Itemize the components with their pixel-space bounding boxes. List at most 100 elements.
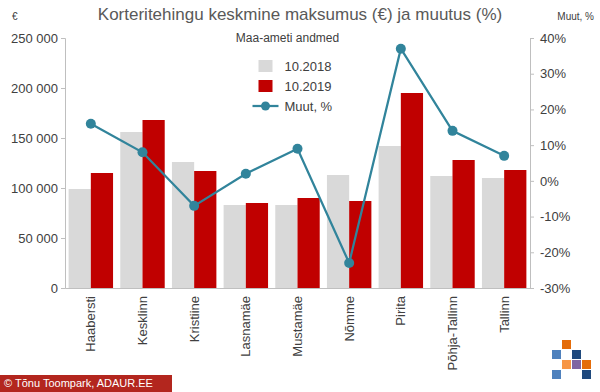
legend-swatch: [259, 60, 273, 72]
bar: [224, 205, 246, 288]
marks: [69, 44, 527, 288]
y2-tick: 0%: [530, 174, 559, 189]
y2-tick-mark: [530, 252, 534, 253]
marker: [138, 147, 148, 157]
y2-tick-label: 0%: [540, 174, 559, 189]
marker: [499, 151, 509, 161]
bar: [504, 170, 526, 288]
markers: [86, 44, 509, 268]
legend-item: Muut, %: [253, 99, 333, 114]
y-axis-line: [61, 39, 66, 289]
x-tick: Haabersti: [83, 288, 98, 352]
y2-tick: -30%: [530, 281, 571, 296]
marker: [189, 201, 199, 211]
y-tick-mark: [61, 88, 65, 89]
y2-axis: -30% -20% -10% 0% 10% 20% 30% 40%: [530, 31, 571, 296]
y-tick-label: 200 000: [11, 81, 58, 96]
y-tick-mark: [61, 38, 65, 39]
bar: [69, 189, 91, 288]
y2-tick-mark: [530, 288, 534, 289]
x-tick-label: Põhja-Tallinn: [445, 296, 460, 370]
x-tick-label: Kesklinn: [135, 296, 150, 345]
bar: [143, 120, 165, 288]
y-tick: 150 000: [11, 131, 65, 146]
source-background: [0, 375, 172, 392]
y-tick-label: 100 000: [11, 181, 58, 196]
x-tick-label: Mustamäe: [290, 296, 305, 357]
bar: [91, 173, 113, 288]
y2-tick-label: 20%: [540, 102, 566, 117]
logo-piece: [552, 350, 561, 359]
title: Korteritehingu keskmine maksumus (€) ja …: [98, 5, 502, 24]
logo: [552, 340, 591, 379]
y2-tick-mark: [530, 38, 534, 39]
x-tick: Põhja-Tallinn: [445, 288, 460, 370]
y-tick-label: 50 000: [18, 231, 58, 246]
y2-tick: -20%: [530, 245, 571, 260]
x-tick: Kristiine: [187, 288, 202, 342]
y-tick-label: 150 000: [11, 131, 58, 146]
legend-item: 10.2019: [259, 79, 332, 94]
bar: [172, 162, 194, 288]
x-tick: Tallinn: [497, 288, 512, 333]
y-tick-label: 250 000: [11, 31, 58, 46]
bar: [298, 198, 320, 288]
marker: [448, 126, 458, 136]
y2-tick: 30%: [530, 66, 566, 81]
y2-tick: 20%: [530, 102, 566, 117]
bar-series: [91, 93, 527, 288]
legend-item: 10.2018: [259, 59, 332, 74]
bar: [246, 203, 268, 288]
legend-swatch: [259, 80, 273, 92]
y-axis: 0 50 000 100 000 150 000 200 000 250 000: [11, 31, 66, 296]
y2-tick-mark: [530, 181, 534, 182]
y2-tick-mark: [530, 217, 534, 218]
line: [91, 49, 504, 263]
y2-tick-label: 40%: [540, 31, 566, 46]
logo-piece: [562, 340, 571, 349]
bar: [327, 175, 349, 288]
y2-tick-mark: [530, 74, 534, 75]
x-tick-label: Kristiine: [187, 296, 202, 342]
bar: [194, 171, 216, 288]
marker: [241, 169, 251, 179]
y2-tick-label: -20%: [540, 245, 571, 260]
logo-piece: [582, 370, 591, 379]
legend-label: 10.2018: [285, 59, 332, 74]
legend-label: Muut, %: [285, 99, 333, 114]
y-axis-title: €: [12, 11, 18, 22]
bar: [379, 146, 401, 288]
y-tick: 50 000: [18, 231, 65, 246]
bar: [401, 93, 423, 288]
logo-piece: [572, 360, 581, 369]
bar: [275, 205, 297, 288]
y-tick-mark: [61, 238, 65, 239]
plot: 050 000100 000150 000200 000250 000-30%-…: [11, 31, 571, 371]
x-tick: Lasnamäe: [238, 288, 253, 357]
x-tick: Mustamäe: [290, 288, 305, 357]
y2-tick-label: -10%: [540, 209, 571, 224]
marker: [396, 44, 406, 54]
y2-tick-label: 10%: [540, 138, 566, 153]
x-tick: Nõmme: [342, 288, 357, 342]
y2-tick-mark: [530, 145, 534, 146]
marker: [293, 144, 303, 154]
x-tick-label: Nõmme: [342, 296, 357, 342]
y2-tick: 10%: [530, 138, 566, 153]
bar: [482, 178, 504, 288]
y-tick-mark: [61, 188, 65, 189]
y2-axis-title: Muut, %: [557, 11, 594, 22]
y2-tick-mark: [530, 109, 534, 110]
y-tick-mark: [61, 138, 65, 139]
y2-tick: -10%: [530, 209, 571, 224]
y-tick: 200 000: [11, 81, 65, 96]
x-tick-label: Tallinn: [497, 296, 512, 333]
y2-axis-line: [531, 39, 535, 289]
bar: [430, 176, 452, 288]
y-tick: 0: [51, 281, 65, 296]
subtitle: Maa-ameti andmed: [236, 31, 339, 45]
y2-tick-label: -30%: [540, 281, 571, 296]
bar: [453, 160, 475, 288]
marker: [344, 258, 354, 268]
x-tick: Kesklinn: [135, 288, 150, 345]
